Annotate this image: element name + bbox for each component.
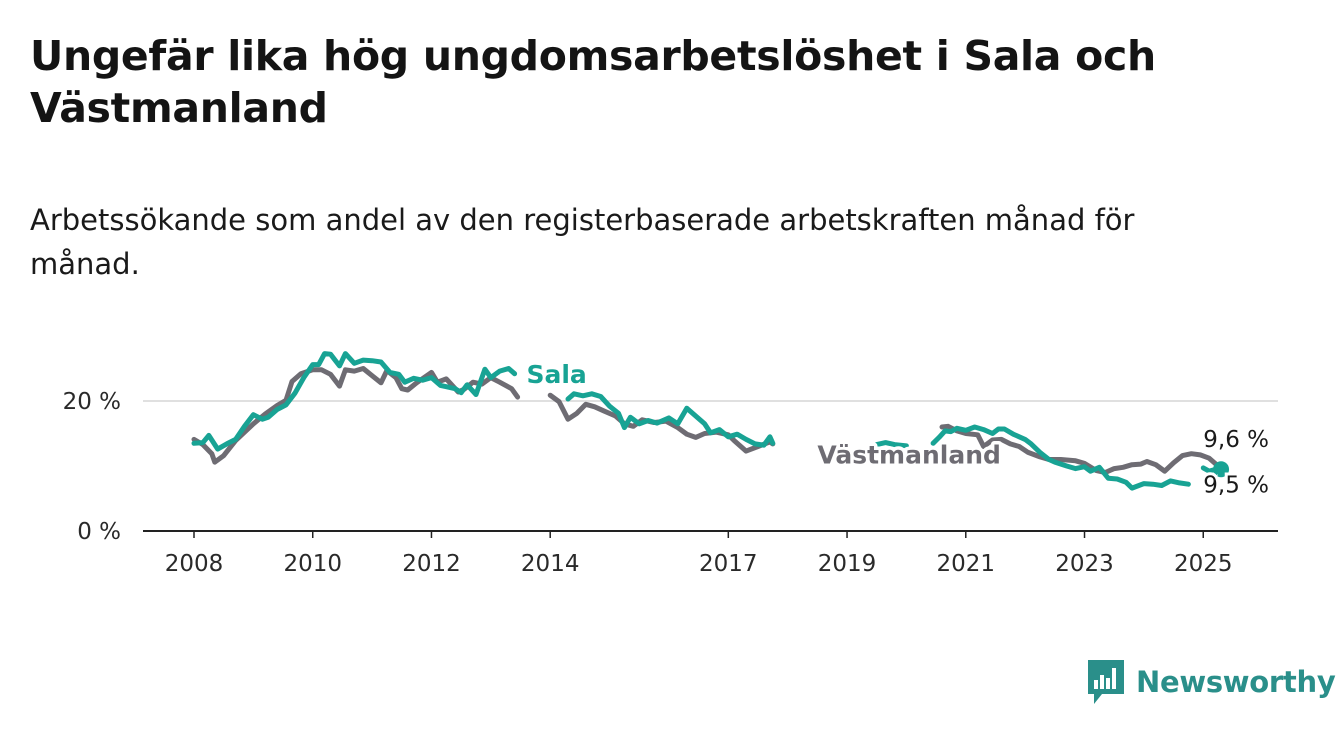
x-tick-label: 2012: [402, 551, 461, 577]
series-lines: [191, 351, 1224, 491]
newsworthy-logo: Newsworthy: [1088, 660, 1336, 704]
chart-subtitle: Arbetssökande som andel av den registerb…: [30, 203, 1135, 281]
series-label-vastmanland: Västmanland: [817, 440, 1001, 469]
x-tick-label: 2019: [818, 551, 877, 577]
x-tick-label: 2014: [521, 551, 580, 577]
series-line-v-stmanland: [939, 423, 1224, 475]
series-line-sala: [874, 440, 909, 449]
end-value-label-sala: 9,5 %: [1203, 473, 1269, 499]
x-tick-label: 2021: [937, 551, 996, 577]
x-tick-label: 2017: [699, 551, 758, 577]
series-line-sala: [191, 351, 518, 452]
series-labels: Sala Västmanland 9,6 % 9,5 %: [523, 356, 1272, 501]
series-line-sala: [930, 424, 1191, 491]
line-chart: 2008 2010 2012 2014 2017 2019 2021 2023 2025 0 %…: [63, 351, 1278, 577]
series-line-v-stmanland: [191, 366, 521, 465]
chart-title: Ungefär lika hög ungdomsarbetslöshet i S…: [30, 32, 1156, 132]
series-label-sala: Sala: [526, 360, 586, 389]
series-end-dot-sala: [1213, 461, 1230, 478]
x-axis: 2008 2010 2012 2014 2017 2019 2021 2023 2025: [143, 530, 1278, 577]
x-tick-label: 2025: [1174, 551, 1233, 577]
x-tick-label: 2010: [283, 551, 342, 577]
y-tick-label: 0 %: [77, 519, 121, 545]
end-value-label-vastmanland: 9,6 %: [1203, 427, 1269, 453]
newsworthy-logo-icon: [1088, 660, 1124, 704]
y-axis: 0 % 20 %: [63, 389, 121, 545]
x-tick-label: 2008: [165, 551, 224, 577]
x-tick-label: 2023: [1055, 551, 1114, 577]
y-tick-label: 20 %: [63, 389, 121, 415]
brand-name: Newsworthy: [1136, 665, 1336, 699]
series-line-sala: [565, 391, 776, 448]
